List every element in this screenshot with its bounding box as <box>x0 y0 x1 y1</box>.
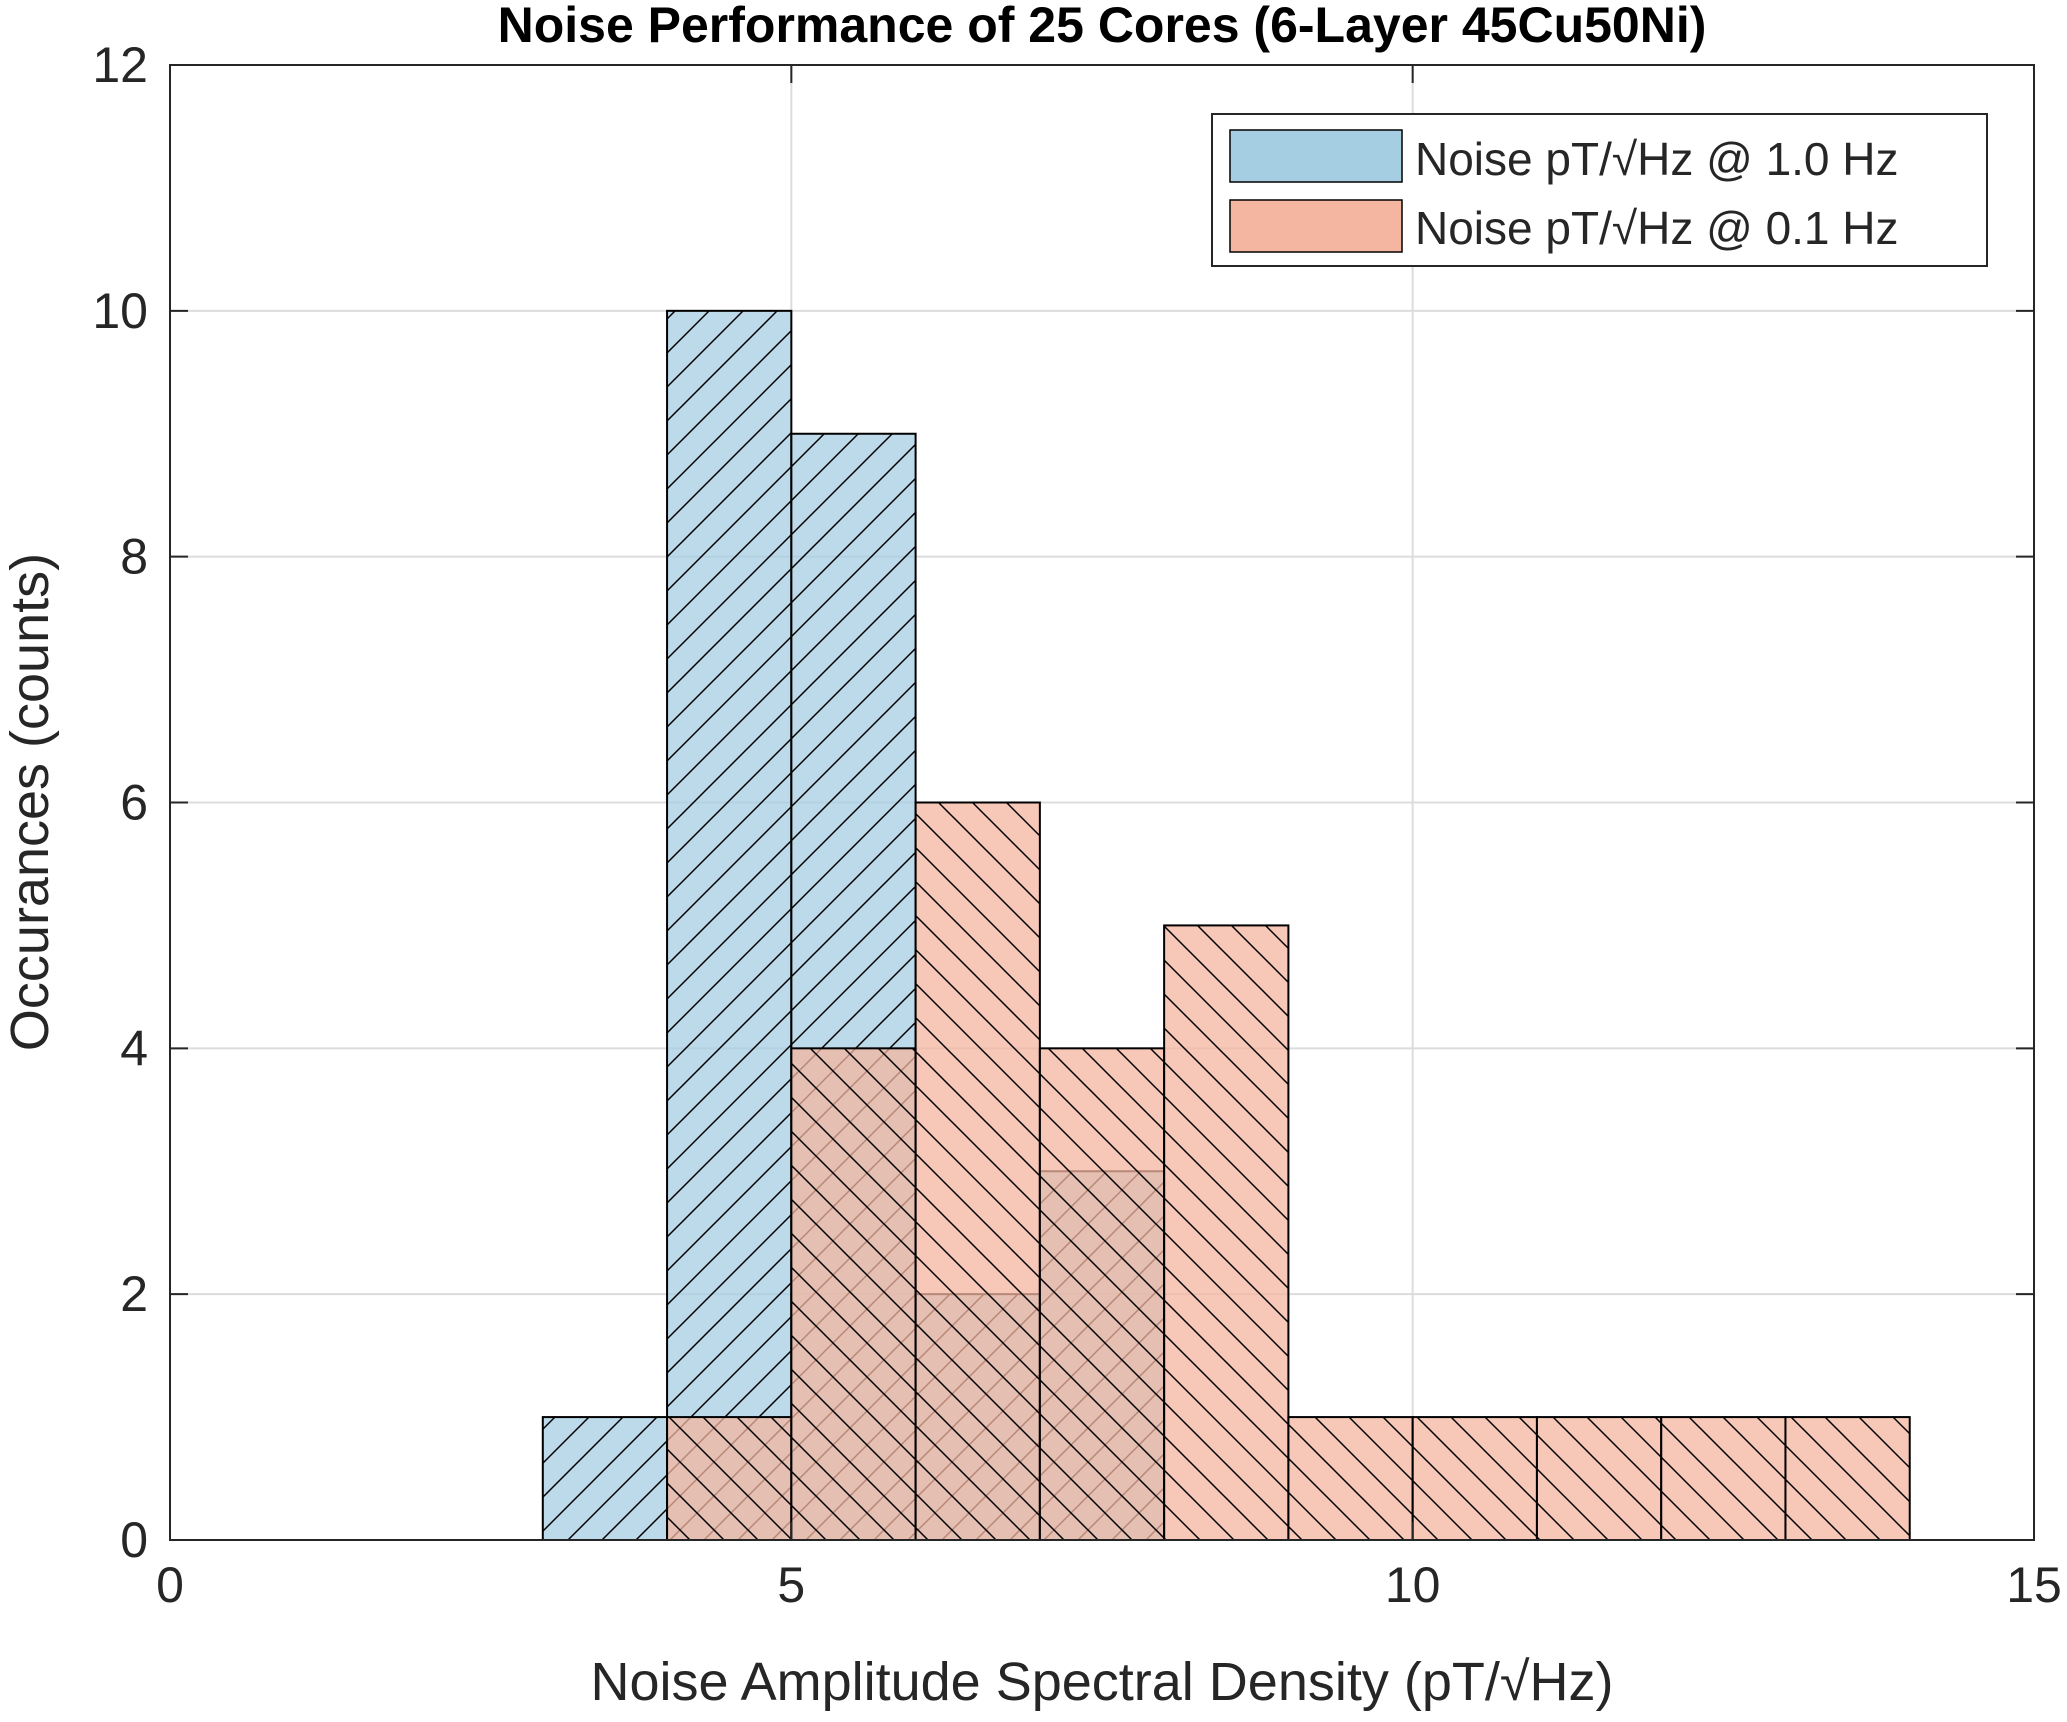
y-tick-label: 12 <box>92 37 148 93</box>
series-1 <box>666 801 1911 1542</box>
x-tick-label: 0 <box>156 1557 184 1613</box>
y-tick-label: 10 <box>92 283 148 339</box>
x-axis-label: Noise Amplitude Spectral Density (pT/√Hz… <box>591 1652 1614 1712</box>
x-tick-label: 5 <box>777 1557 805 1613</box>
y-tick-label: 0 <box>120 1512 148 1568</box>
bar-hatch <box>1287 1416 1414 1542</box>
axes-frame <box>169 64 2035 1541</box>
histogram-bars <box>541 309 1911 1542</box>
bar-hatch <box>1784 1416 1911 1542</box>
bar-hatch <box>1535 1416 1663 1542</box>
y-axis-label: Occurances (counts) <box>0 553 60 1051</box>
chart-title: Noise Performance of 25 Cores (6-Layer 4… <box>498 0 1707 53</box>
bar-hatch <box>541 1416 669 1542</box>
y-tick-label: 2 <box>120 1266 148 1322</box>
y-tick-label: 4 <box>120 1020 148 1076</box>
legend: Noise pT/√Hz @ 1.0 Hz Noise pT/√Hz @ 0.1… <box>1211 113 1988 267</box>
legend-label-0-1hz: Noise pT/√Hz @ 0.1 Hz <box>1415 202 1899 254</box>
bar-hatch <box>914 801 1041 1541</box>
bar-hatch <box>666 1416 793 1542</box>
bar-hatch <box>1038 1047 1166 1542</box>
x-tick-label: 10 <box>1385 1557 1441 1613</box>
bar-hatch <box>790 1047 917 1542</box>
legend-label-1hz: Noise pT/√Hz @ 1.0 Hz <box>1415 133 1899 185</box>
tick-labels: 0 5 10 15 0 2 4 6 8 10 12 <box>92 37 2061 1613</box>
x-tick-label: 15 <box>2006 1557 2062 1613</box>
legend-swatch-0-1hz <box>1229 199 1403 253</box>
y-tick-label: 6 <box>120 775 148 831</box>
legend-swatch-1hz <box>1229 129 1403 183</box>
bar-hatch <box>666 309 793 1541</box>
bar-hatch <box>1163 924 1290 1541</box>
bar-hatch <box>1660 1416 1787 1542</box>
y-tick-label: 8 <box>120 529 148 585</box>
plot-area <box>169 64 2035 1542</box>
bar-hatch <box>1411 1416 1538 1542</box>
